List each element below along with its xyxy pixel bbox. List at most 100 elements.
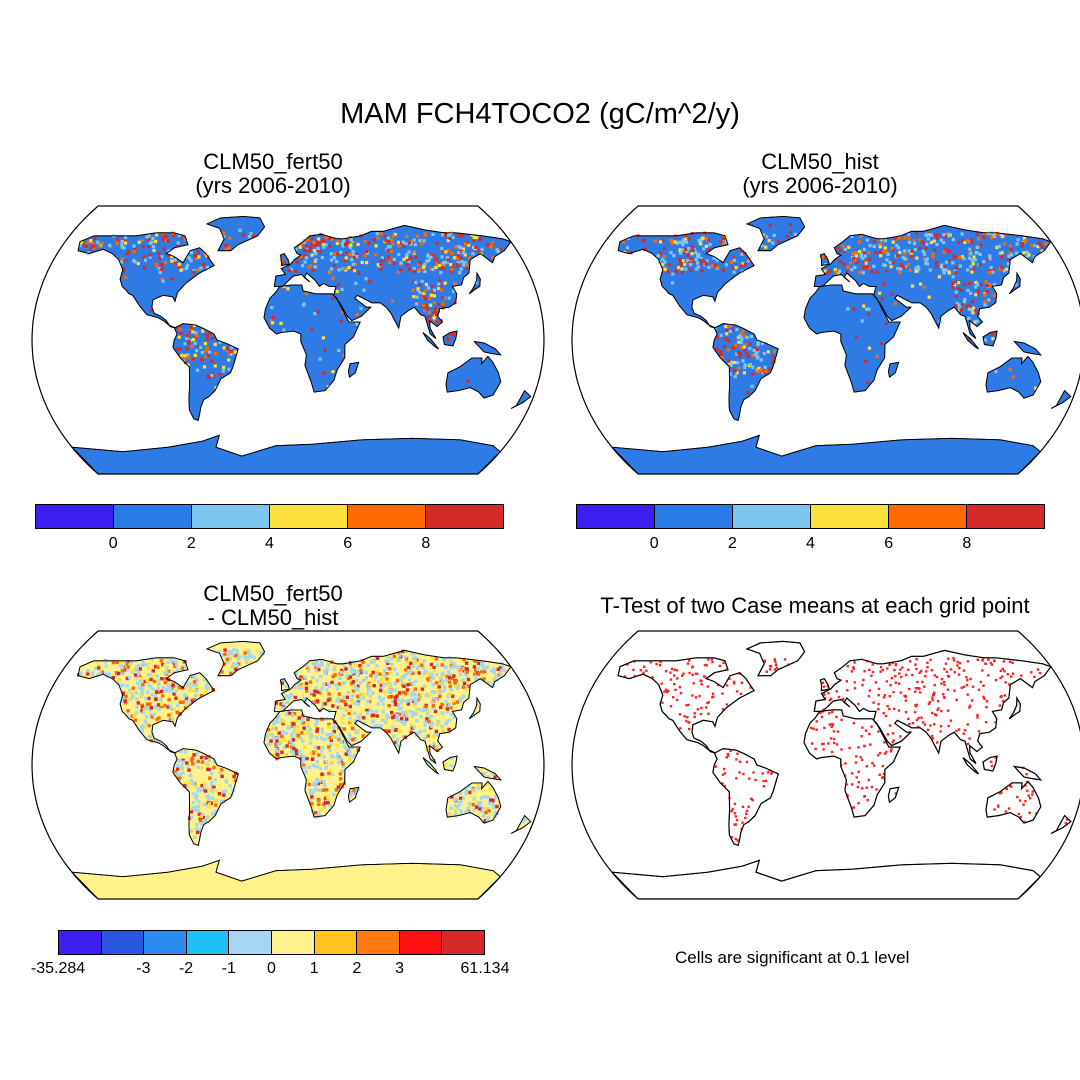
grid-cell xyxy=(965,239,969,243)
grid-cell xyxy=(420,242,424,246)
grid-cell xyxy=(356,242,360,246)
grid-cell xyxy=(462,657,466,662)
grid-cell xyxy=(405,688,410,692)
grid-cell xyxy=(855,260,859,264)
grid-cell xyxy=(741,262,745,266)
grid-cell xyxy=(146,690,150,694)
grid-cell xyxy=(324,766,328,770)
grid-cell xyxy=(335,241,339,246)
grid-cell xyxy=(115,242,119,246)
grid-cell xyxy=(186,342,191,346)
grid-cell xyxy=(339,670,343,675)
grid-cell xyxy=(725,328,729,332)
grid-cell xyxy=(1014,283,1018,287)
grid-cell xyxy=(785,235,789,239)
grid-cell xyxy=(919,669,923,673)
grid-cell xyxy=(694,250,698,254)
grid-cell xyxy=(324,235,328,239)
grid-cell xyxy=(414,712,418,716)
grid-cell xyxy=(904,673,908,677)
grid-cell xyxy=(329,252,333,256)
grid-cell xyxy=(882,711,885,715)
grid-cell xyxy=(1000,255,1004,260)
grid-cell xyxy=(312,789,316,793)
coastline-japan xyxy=(468,696,481,720)
grid-cell xyxy=(681,242,685,247)
grid-cell xyxy=(136,261,140,266)
grid-cell xyxy=(144,697,148,701)
grid-cell xyxy=(317,811,321,815)
grid-cell xyxy=(870,785,874,789)
grid-cell xyxy=(663,260,667,264)
grid-cell xyxy=(79,240,83,244)
grid-cell xyxy=(967,281,972,285)
grid-cell xyxy=(326,737,331,741)
grid-cell xyxy=(831,710,834,714)
grid-cell xyxy=(348,675,352,679)
grid-cell xyxy=(434,729,439,734)
grid-cell xyxy=(983,303,987,307)
grid-cell xyxy=(196,250,200,254)
grid-cell xyxy=(962,685,966,689)
grid-cell xyxy=(314,787,318,792)
grid-cell xyxy=(680,248,684,252)
grid-cell xyxy=(729,360,733,364)
grid-cell xyxy=(146,706,150,711)
grid-cell xyxy=(314,697,318,701)
grid-cell xyxy=(745,809,749,813)
grid-cell xyxy=(885,680,889,683)
grid-cell xyxy=(317,667,321,672)
grid-cell xyxy=(863,744,866,748)
grid-cell xyxy=(642,238,646,242)
grid-cell xyxy=(186,363,190,367)
grid-cell xyxy=(437,261,441,266)
grid-cell xyxy=(329,267,334,271)
grid-cell xyxy=(722,767,726,771)
grid-cell xyxy=(439,285,443,289)
grid-cell xyxy=(296,734,300,738)
grid-cell xyxy=(679,263,683,267)
grid-cell xyxy=(366,663,370,667)
grid-cell xyxy=(941,240,946,245)
grid-cell xyxy=(343,258,348,262)
grid-cell xyxy=(195,689,199,693)
grid-cell xyxy=(305,778,309,783)
grid-cell xyxy=(381,697,386,701)
grid-cell xyxy=(164,689,168,693)
grid-cell xyxy=(942,695,946,699)
grid-cell xyxy=(223,652,227,656)
grid-cell xyxy=(285,694,289,698)
grid-cell xyxy=(793,232,797,236)
grid-cell xyxy=(911,722,915,725)
grid-cell xyxy=(891,240,895,244)
grid-cell xyxy=(303,241,307,245)
grid-cell xyxy=(416,287,420,291)
grid-cell xyxy=(706,701,709,705)
coastline-southAmerica xyxy=(712,748,779,846)
grid-cell xyxy=(341,762,345,766)
grid-cell xyxy=(988,254,992,258)
grid-cell xyxy=(742,334,747,338)
grid-cell xyxy=(178,347,182,351)
grid-cell xyxy=(947,675,951,678)
grid-cell xyxy=(498,670,503,674)
grid-cell xyxy=(900,675,903,679)
grid-cell xyxy=(310,253,314,257)
grid-cell xyxy=(176,776,181,780)
grid-cell xyxy=(719,333,723,337)
grid-cell xyxy=(193,336,197,340)
grid-cell xyxy=(342,664,347,668)
grid-cell xyxy=(903,257,907,261)
grid-cell xyxy=(135,711,139,715)
grid-cell xyxy=(483,670,487,674)
grid-cell xyxy=(756,348,760,352)
grid-cell xyxy=(1002,242,1007,246)
grid-cell xyxy=(192,753,196,757)
grid-cell xyxy=(936,708,939,712)
grid-cell xyxy=(358,712,363,716)
grid-cell xyxy=(459,808,463,813)
grid-cell xyxy=(224,778,228,783)
grid-cell xyxy=(343,681,347,685)
grid-cell xyxy=(957,281,961,285)
grid-cell xyxy=(404,668,408,672)
